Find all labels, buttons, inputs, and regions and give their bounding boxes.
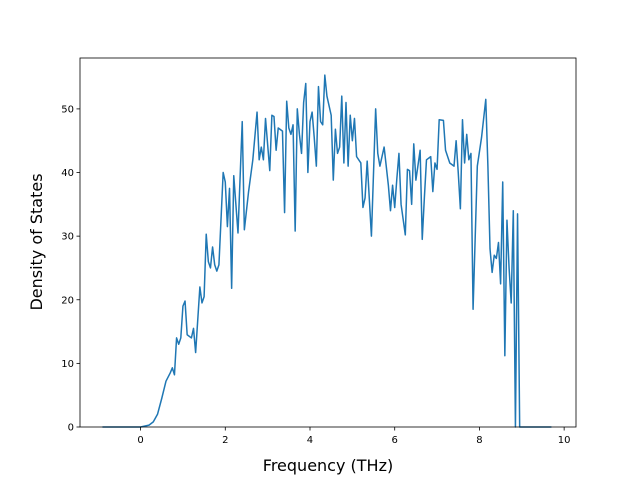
x-axis-label: Frequency (THz) xyxy=(263,456,393,475)
y-tick-label: 10 xyxy=(61,359,74,370)
x-tick-label: 8 xyxy=(476,435,482,446)
x-tick-label: 6 xyxy=(392,435,398,446)
x-tick-label: 0 xyxy=(137,435,143,446)
x-tick-label: 4 xyxy=(307,435,313,446)
y-tick-label: 30 xyxy=(61,232,74,243)
x-tick-label: 2 xyxy=(222,435,228,446)
y-axis-label: Density of States xyxy=(27,173,46,310)
y-tick-label: 50 xyxy=(61,104,74,115)
y-tick-label: 40 xyxy=(61,168,74,179)
y-tick-label: 0 xyxy=(68,423,74,434)
x-tick-label: 10 xyxy=(558,435,571,446)
line xyxy=(102,74,552,428)
plot-frame xyxy=(79,57,577,428)
y-tick-label: 20 xyxy=(61,295,74,306)
